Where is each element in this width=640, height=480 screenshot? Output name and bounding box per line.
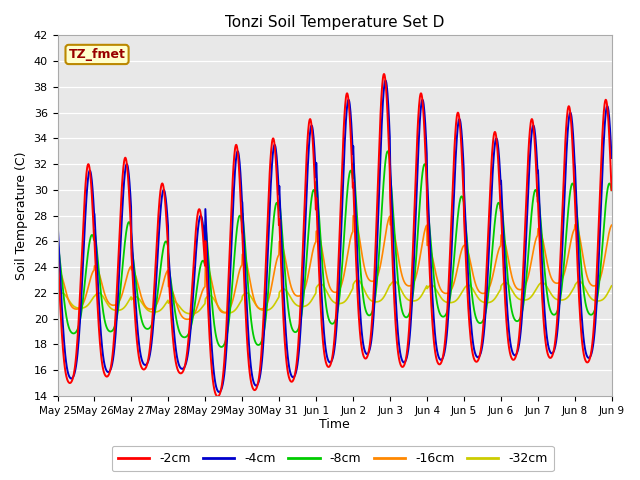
Title: Tonzi Soil Temperature Set D: Tonzi Soil Temperature Set D [225, 15, 444, 30]
Text: TZ_fmet: TZ_fmet [68, 48, 125, 61]
Legend: -2cm, -4cm, -8cm, -16cm, -32cm: -2cm, -4cm, -8cm, -16cm, -32cm [112, 446, 554, 471]
X-axis label: Time: Time [319, 419, 350, 432]
Y-axis label: Soil Temperature (C): Soil Temperature (C) [15, 151, 28, 280]
